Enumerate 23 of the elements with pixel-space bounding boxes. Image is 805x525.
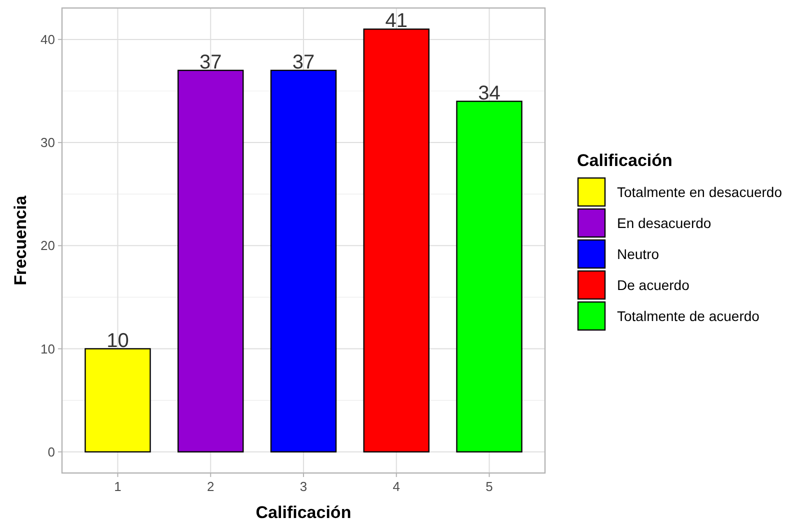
y-tick-label: 10 — [40, 341, 55, 356]
data-label: 10 — [106, 330, 129, 352]
legend-label: Neutro — [617, 246, 660, 262]
x-tick-label: 3 — [300, 479, 308, 494]
y-tick-label: 30 — [40, 135, 55, 150]
data-label: 37 — [199, 51, 222, 74]
x-tick-label: 5 — [486, 479, 493, 494]
y-tick-label: 40 — [40, 32, 55, 47]
x-tick-label: 2 — [207, 479, 214, 494]
data-label: 34 — [478, 82, 500, 104]
legend-label: Totalmente en desacuerdo — [617, 184, 782, 200]
legend-title: Calificación — [577, 151, 672, 170]
legend-label: Totalmente de acuerdo — [617, 308, 760, 324]
y-tick-label: 20 — [40, 238, 55, 254]
y-axis-title: Frecuencia — [11, 195, 30, 286]
y-tick-label: 0 — [48, 444, 55, 460]
legend-label: En desacuerdo — [617, 214, 712, 231]
x-axis-title: Calificación — [256, 503, 352, 522]
x-tick-label: 1 — [114, 479, 122, 494]
legend-label: De acuerdo — [617, 276, 690, 293]
data-label: 37 — [292, 51, 315, 74]
data-label: 41 — [385, 10, 408, 32]
x-tick-label: 4 — [392, 479, 400, 494]
